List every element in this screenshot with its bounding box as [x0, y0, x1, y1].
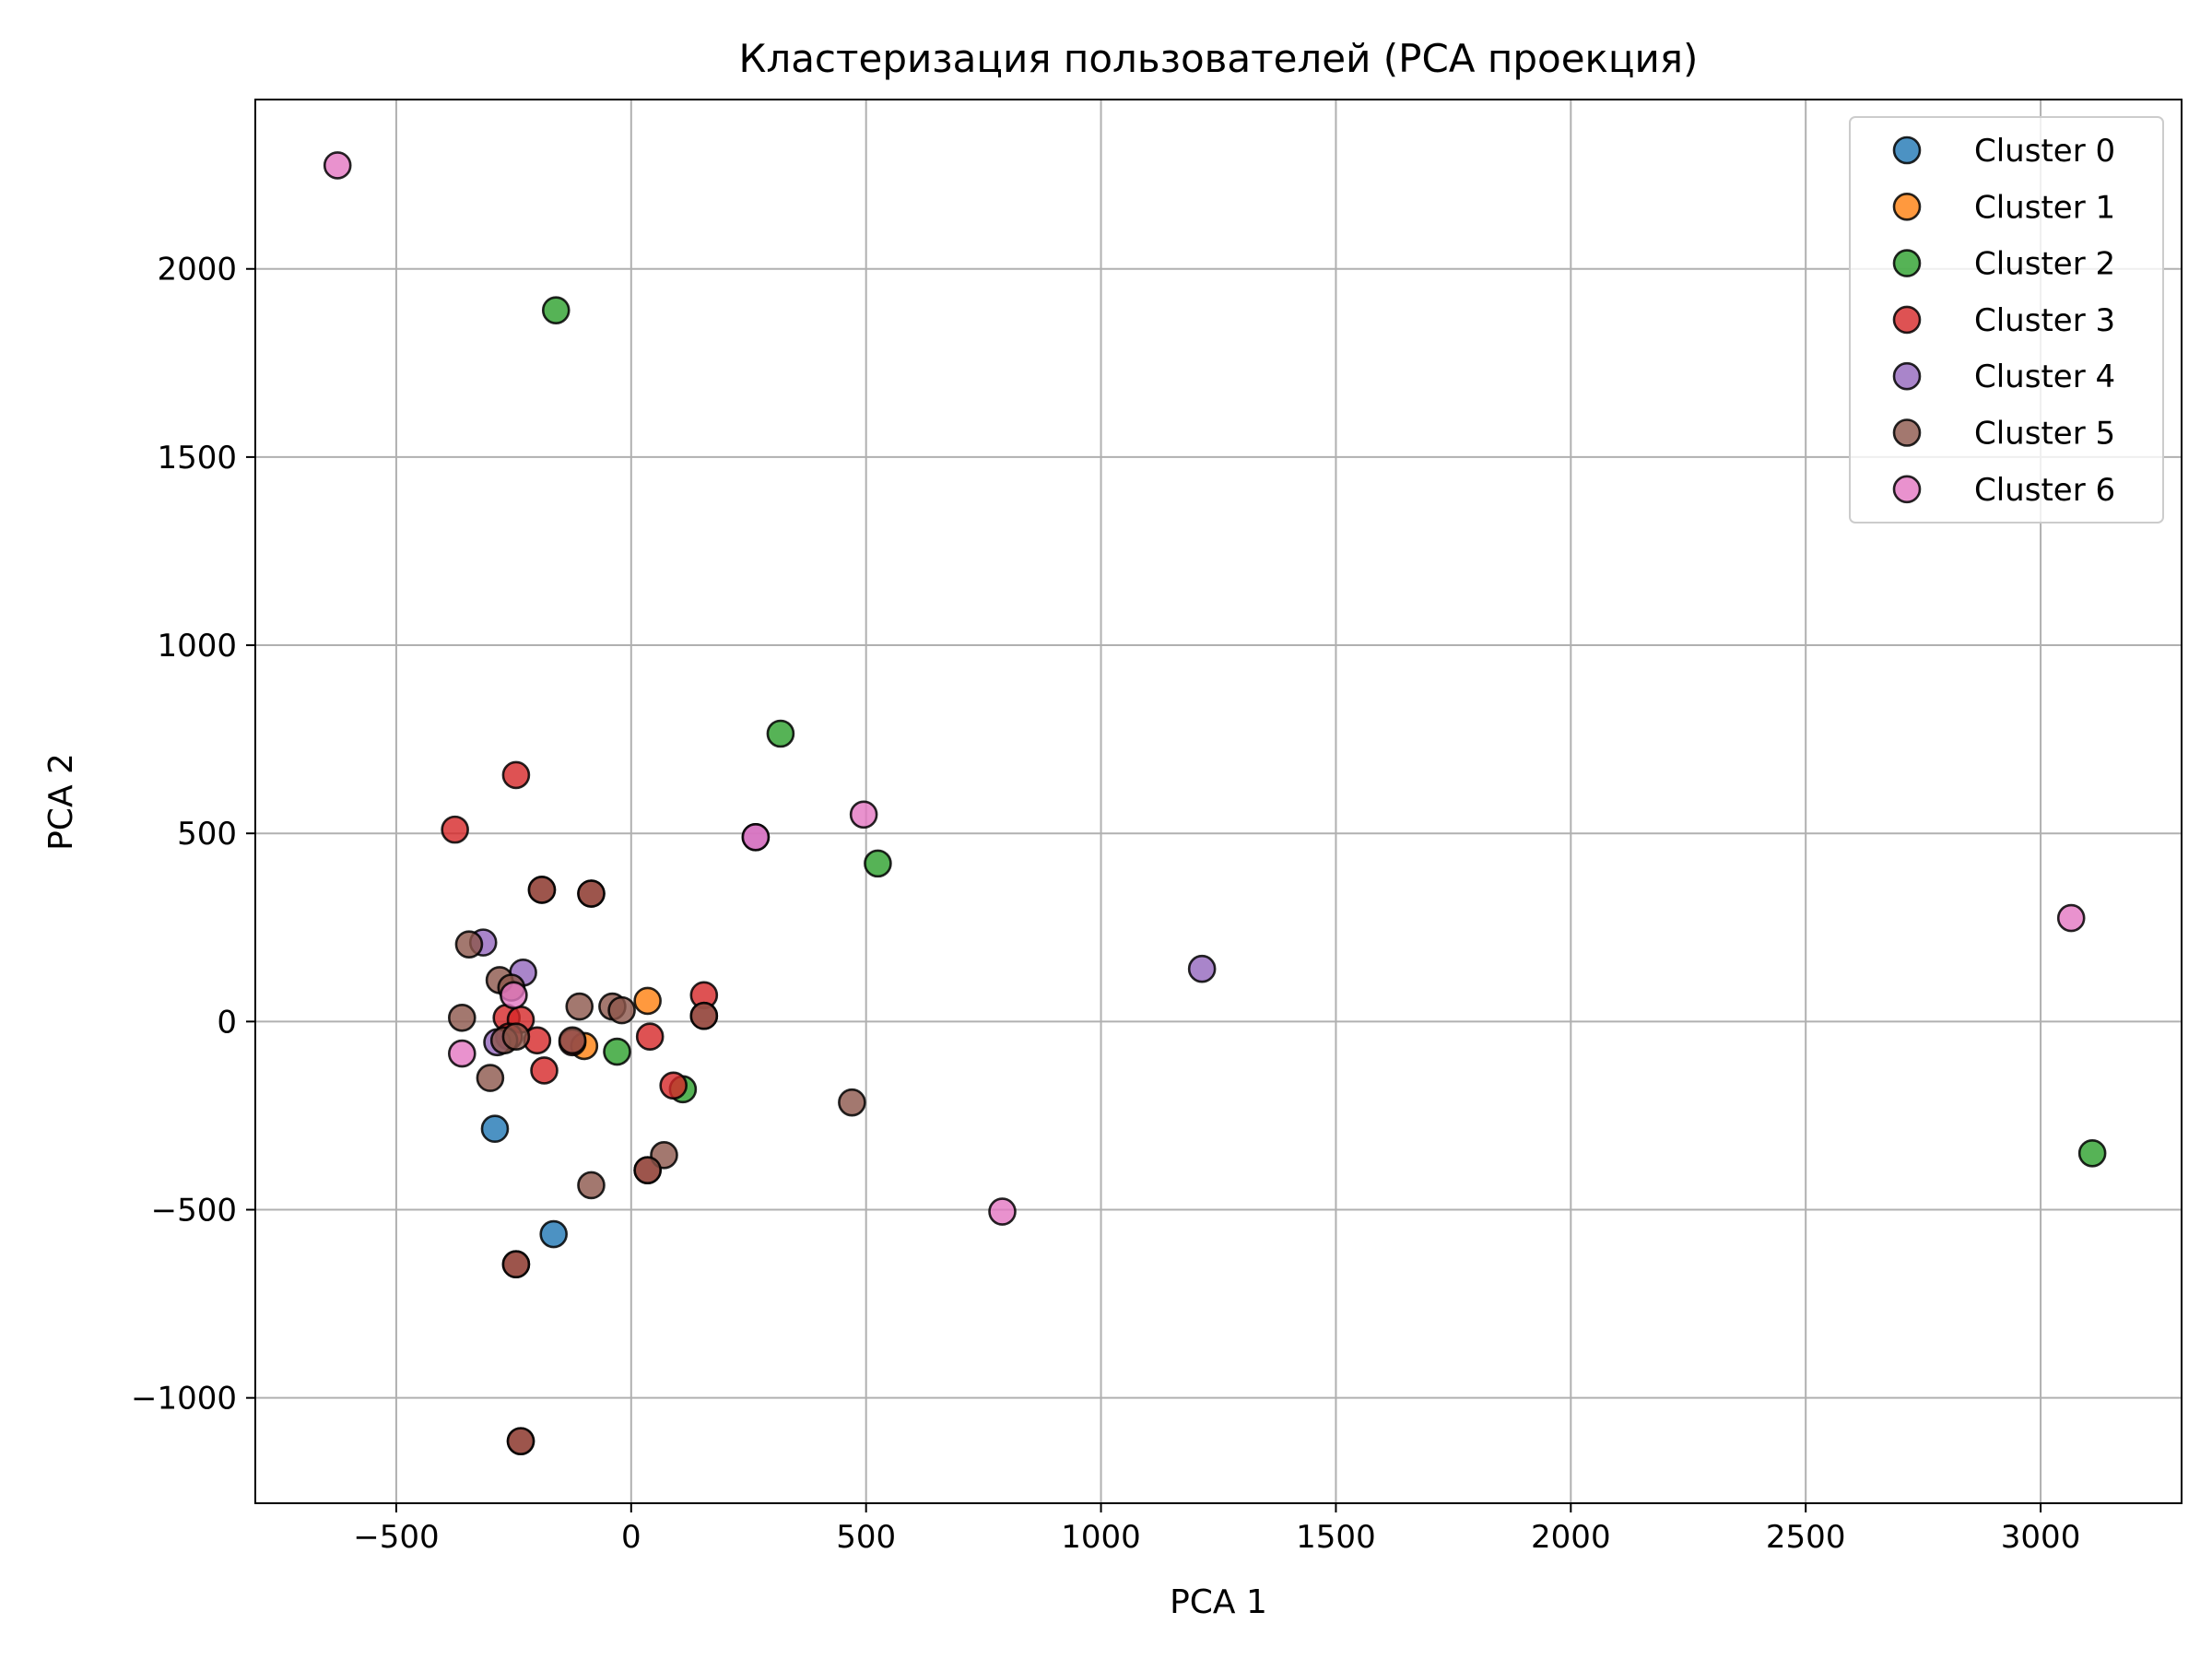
data-points [323, 151, 2107, 1455]
y-tick-label: −1000 [131, 1381, 237, 1418]
data-point-cluster-5 [501, 1022, 531, 1051]
legend-marker [1892, 305, 1922, 335]
x-tick-label: 2000 [1531, 1519, 1611, 1556]
data-point-cluster-0 [480, 1114, 510, 1144]
legend-box [1849, 116, 2164, 524]
data-point-cluster-5 [476, 1064, 505, 1092]
data-point-cluster-5 [577, 1171, 606, 1200]
data-point-cluster-6 [323, 151, 352, 180]
x-tick-label: −500 [353, 1519, 439, 1556]
data-point-cluster-1 [633, 986, 662, 1016]
data-point-cluster-3 [441, 815, 469, 844]
x-tick-label: 2500 [1766, 1519, 1846, 1556]
legend-label: Cluster 1 [1974, 189, 2115, 226]
data-point-cluster-6 [741, 822, 771, 852]
data-point-cluster-2 [2077, 1138, 2107, 1168]
legend-marker [1892, 418, 1922, 447]
data-point-cluster-2 [541, 296, 571, 324]
data-point-cluster-6 [447, 1039, 477, 1068]
y-tick-label: 0 [217, 1004, 237, 1041]
data-point-cluster-2 [766, 719, 795, 748]
x-tick-label: 0 [621, 1519, 641, 1556]
data-point-cluster-5 [447, 1003, 477, 1032]
data-point-cluster-6 [988, 1197, 1017, 1226]
x-tick-label: 1500 [1296, 1519, 1376, 1556]
data-point-cluster-5 [454, 930, 484, 959]
data-point-cluster-5 [633, 1156, 662, 1184]
data-point-cluster-5 [607, 995, 636, 1025]
legend-marker [1892, 249, 1922, 277]
data-point-cluster-5 [565, 992, 594, 1021]
data-point-cluster-3 [530, 1056, 559, 1085]
legend-marker [1892, 361, 1922, 391]
legend-marker [1892, 135, 1922, 165]
data-point-cluster-3 [659, 1071, 688, 1100]
legend-label: Cluster 0 [1974, 133, 2115, 170]
data-point-cluster-5 [558, 1026, 587, 1055]
data-point-cluster-5 [838, 1088, 866, 1117]
data-point-cluster-4 [1187, 954, 1217, 983]
data-point-cluster-6 [849, 800, 878, 830]
legend-label: Cluster 3 [1974, 302, 2115, 339]
x-tick-label: 500 [836, 1519, 896, 1556]
data-point-cluster-2 [603, 1037, 631, 1066]
data-point-cluster-5 [501, 1250, 531, 1279]
legend-label: Cluster 5 [1974, 416, 2115, 453]
chart-title: Кластеризация пользователей (PCA проекци… [739, 36, 1699, 81]
data-point-cluster-5 [506, 1427, 535, 1455]
data-point-cluster-3 [635, 1022, 665, 1051]
data-point-cluster-5 [527, 876, 557, 904]
legend-label: Cluster 6 [1974, 472, 2115, 509]
x-tick-label: 1000 [1061, 1519, 1141, 1556]
axis-ticks: −500 0 500 1000 1500 2000 2500 3000 −1000 −500 0 50… [131, 252, 2080, 1556]
legend-label: Cluster 2 [1974, 246, 2115, 283]
data-point-cluster-6 [2056, 903, 2086, 933]
legend-label: Cluster 4 [1974, 359, 2115, 395]
data-point-cluster-2 [864, 849, 892, 878]
legend: Cluster 0 Cluster 1 Cluster 2 Cluster 3 Clus… [1849, 116, 2164, 524]
legend-marker [1892, 475, 1922, 504]
plot-frame [254, 99, 2183, 1504]
legend-marker [1892, 193, 1922, 221]
data-point-cluster-5 [577, 879, 606, 908]
y-tick-label: 2000 [157, 252, 237, 288]
y-tick-label: 500 [177, 816, 237, 853]
y-tick-label: 1500 [157, 440, 237, 477]
x-tick-label: 3000 [2001, 1519, 2081, 1556]
y-tick-label: −500 [151, 1193, 237, 1230]
data-point-cluster-6 [500, 981, 528, 1010]
x-axis-label: PCA 1 [1170, 1583, 1267, 1621]
data-point-cluster-0 [539, 1219, 568, 1249]
y-tick-label: 1000 [157, 628, 237, 665]
y-axis-label: PCA 2 [42, 753, 80, 851]
data-point-cluster-3 [501, 760, 531, 790]
data-point-cluster-5 [689, 1001, 719, 1030]
